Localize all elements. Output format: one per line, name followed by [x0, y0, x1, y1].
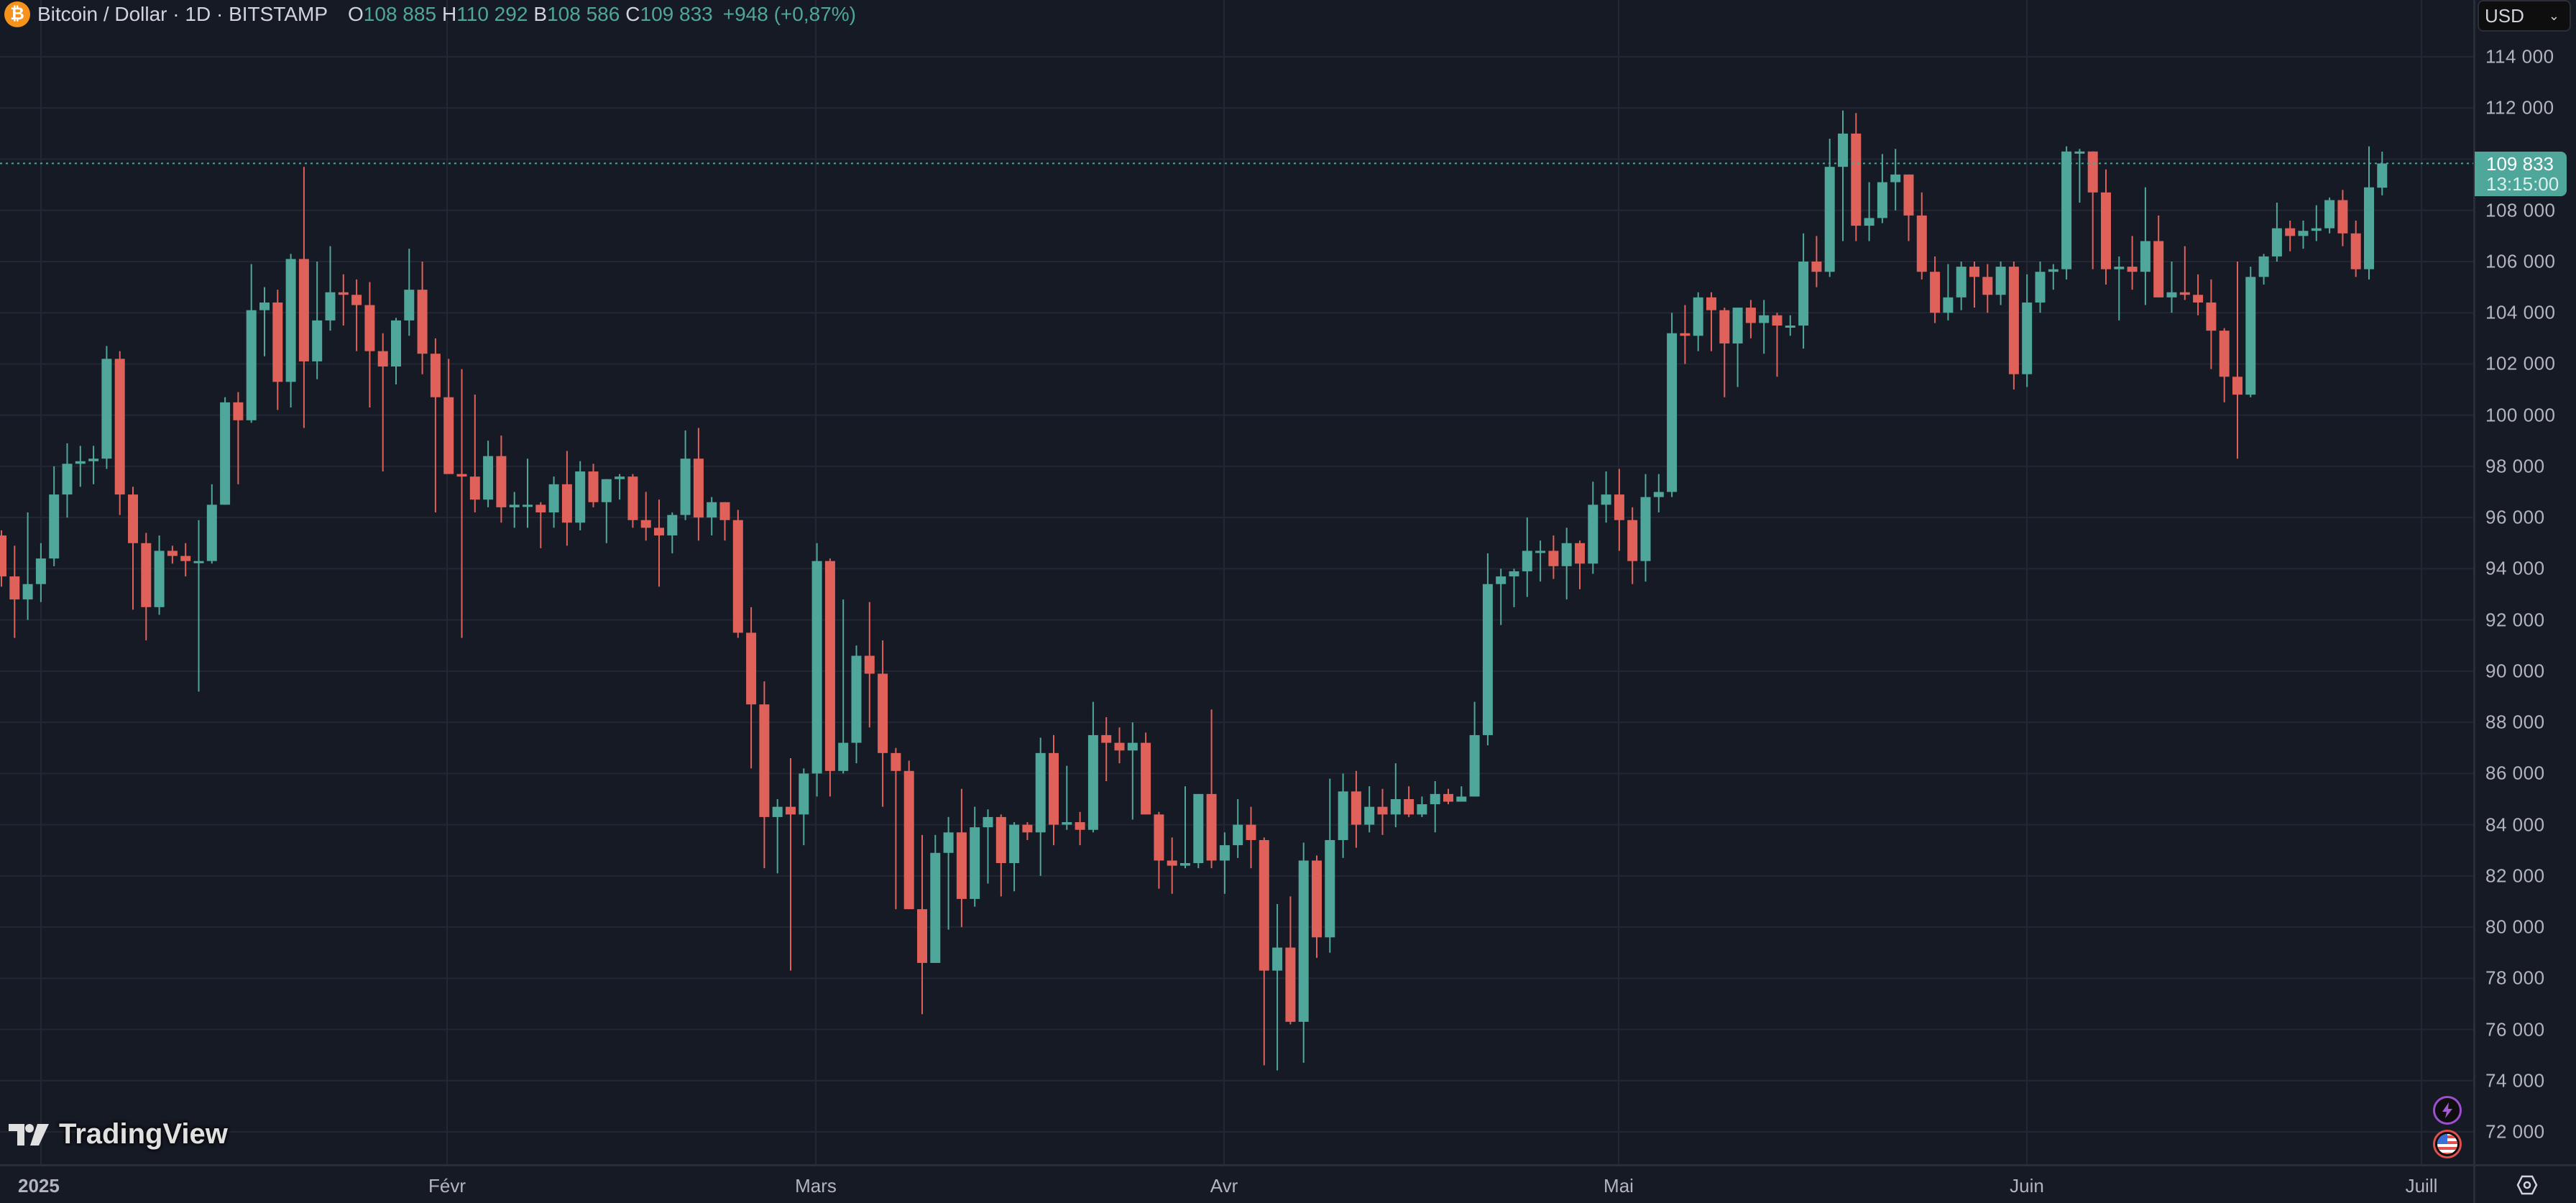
price-tick: 98 000 — [2485, 455, 2545, 477]
lightning-icon — [2442, 1102, 2452, 1118]
tradingview-logo-icon — [9, 1123, 49, 1146]
price-tick: 90 000 — [2485, 660, 2545, 682]
symbol-title: Bitcoin / Dollar · 1D · BITSTAMP — [37, 3, 328, 25]
last-price-tag: 109 833 13:15:00 — [2475, 152, 2567, 197]
close-value: 109 833 — [640, 3, 713, 25]
candlestick-chart[interactable] — [0, 0, 2473, 1164]
bitcoin-icon: ₿ — [4, 1, 30, 27]
currency-value: USD — [2485, 4, 2524, 27]
symbol-legend[interactable]: ₿ Bitcoin / Dollar · 1D · BITSTAMP O 108 … — [4, 1, 856, 27]
bar-countdown: 13:15:00 — [2486, 173, 2559, 195]
us-flag-badge[interactable] — [2433, 1130, 2462, 1158]
open-value: 108 885 — [363, 3, 437, 25]
grid-lines — [0, 0, 2473, 1164]
price-tick: 80 000 — [2485, 916, 2545, 938]
price-tick: 94 000 — [2485, 557, 2545, 579]
price-tick: 86 000 — [2485, 762, 2545, 784]
low-value: 108 586 — [547, 3, 620, 25]
candles — [0, 110, 2388, 1071]
us-flag-icon — [2437, 1134, 2457, 1154]
change-value: +948 (+0,87%) — [722, 3, 856, 25]
price-tick: 88 000 — [2485, 711, 2545, 733]
price-tick: 104 000 — [2485, 301, 2556, 323]
price-tick: 102 000 — [2485, 352, 2556, 374]
time-label: 2025 — [18, 1175, 60, 1197]
price-tick: 76 000 — [2485, 1018, 2545, 1041]
time-label: Mai — [1604, 1175, 1634, 1197]
price-tick: 106 000 — [2485, 250, 2556, 272]
tradingview-logo-text: TradingView — [59, 1118, 228, 1150]
chevron-down-icon: ⌄ — [2548, 8, 2559, 23]
price-tick: 78 000 — [2485, 967, 2545, 989]
high-label: H — [442, 3, 457, 25]
settings-icon — [2516, 1175, 2537, 1194]
price-tick: 92 000 — [2485, 609, 2545, 631]
high-value: 110 292 — [456, 3, 528, 25]
price-tick: 82 000 — [2485, 865, 2545, 887]
price-tick: 72 000 — [2485, 1120, 2545, 1143]
low-label: B — [533, 3, 548, 25]
tradingview-logo[interactable]: TradingView — [9, 1118, 228, 1151]
time-label: Avr — [1210, 1175, 1238, 1197]
time-label: Mars — [795, 1175, 837, 1197]
time-label: Juill — [2405, 1175, 2438, 1197]
last-price-value: 109 833 — [2486, 153, 2554, 175]
price-tick: 84 000 — [2485, 813, 2545, 836]
currency-select[interactable]: USD ⌄ — [2478, 0, 2571, 32]
price-tick: 96 000 — [2485, 506, 2545, 528]
price-tick: 112 000 — [2485, 96, 2554, 119]
price-tick: 74 000 — [2485, 1069, 2545, 1092]
close-label: C — [625, 3, 640, 25]
price-tick: 108 000 — [2485, 199, 2556, 221]
open-label: O — [348, 3, 364, 25]
time-axis[interactable]: 2025 Févr Mars Avr Mai Juin Juill — [0, 1164, 2576, 1203]
settings-button[interactable] — [2473, 1166, 2576, 1203]
price-tick: 100 000 — [2485, 404, 2556, 426]
lightning-badge[interactable] — [2433, 1096, 2462, 1125]
price-tick: 114 000 — [2485, 45, 2554, 68]
time-label: Juin — [2010, 1175, 2044, 1197]
time-label: Févr — [428, 1175, 466, 1197]
